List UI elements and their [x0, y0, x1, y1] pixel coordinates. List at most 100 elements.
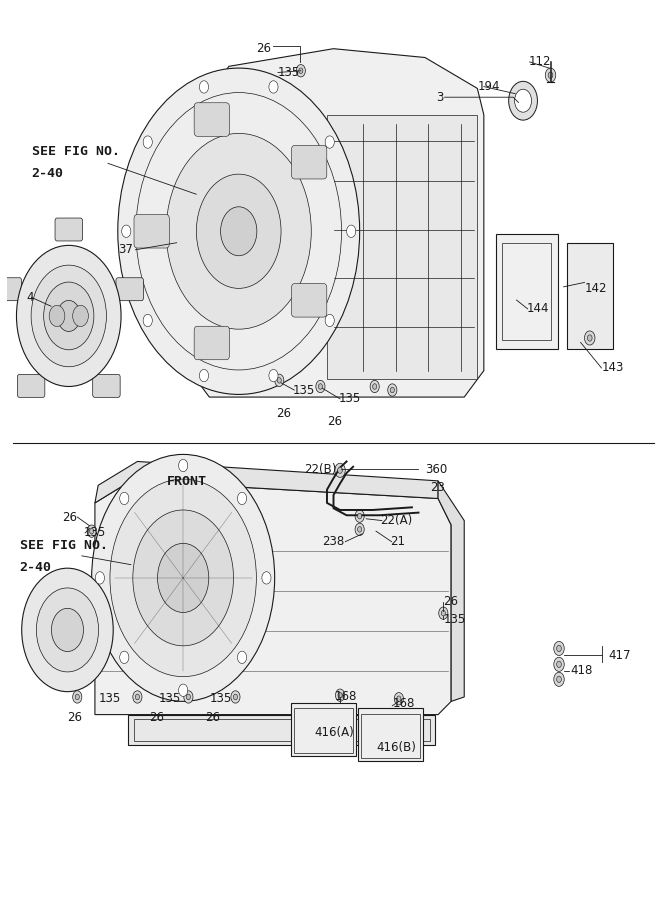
Text: 37: 37 [118, 243, 133, 256]
Circle shape [31, 266, 107, 366]
Circle shape [166, 133, 311, 329]
Circle shape [73, 691, 82, 703]
Text: 21: 21 [390, 536, 406, 548]
Circle shape [442, 610, 446, 616]
Circle shape [221, 207, 257, 256]
Circle shape [199, 369, 209, 382]
Circle shape [355, 510, 364, 522]
Circle shape [548, 72, 553, 78]
Text: 416(A): 416(A) [314, 725, 354, 739]
Circle shape [347, 225, 356, 238]
Text: 135: 135 [293, 383, 315, 397]
Circle shape [338, 692, 342, 698]
FancyBboxPatch shape [194, 103, 229, 136]
Text: 144: 144 [526, 302, 549, 315]
Circle shape [184, 691, 193, 703]
Circle shape [557, 662, 562, 668]
Circle shape [231, 691, 240, 703]
Text: 2-40: 2-40 [20, 561, 52, 574]
Circle shape [358, 526, 362, 532]
Circle shape [514, 89, 532, 112]
Text: 26: 26 [444, 595, 458, 608]
FancyBboxPatch shape [194, 326, 229, 360]
FancyBboxPatch shape [116, 278, 143, 301]
Circle shape [439, 607, 448, 619]
Circle shape [91, 454, 275, 701]
Polygon shape [193, 49, 484, 397]
Text: 135: 135 [209, 692, 231, 706]
Circle shape [135, 694, 139, 699]
Text: 3: 3 [436, 91, 444, 104]
Circle shape [296, 65, 305, 76]
Circle shape [275, 374, 284, 386]
Text: 416(B): 416(B) [376, 741, 416, 753]
Circle shape [370, 381, 380, 392]
Text: 4: 4 [26, 291, 34, 304]
FancyBboxPatch shape [496, 234, 558, 348]
Text: 135: 135 [339, 392, 361, 405]
Text: 26: 26 [256, 42, 271, 55]
Circle shape [325, 314, 334, 327]
FancyBboxPatch shape [17, 374, 45, 397]
Circle shape [186, 694, 191, 699]
Circle shape [199, 81, 209, 93]
Circle shape [143, 136, 152, 149]
FancyBboxPatch shape [134, 214, 169, 248]
Polygon shape [327, 115, 478, 380]
Circle shape [277, 377, 281, 383]
Circle shape [179, 459, 187, 472]
Text: 168: 168 [393, 697, 416, 709]
Circle shape [557, 676, 562, 682]
Text: 168: 168 [335, 690, 358, 704]
Circle shape [325, 136, 334, 149]
Text: 26: 26 [67, 711, 83, 724]
Text: 135: 135 [98, 692, 121, 706]
Text: 238: 238 [321, 536, 344, 548]
Text: 26: 26 [149, 711, 164, 724]
Circle shape [121, 225, 131, 238]
Circle shape [118, 68, 360, 394]
Circle shape [133, 691, 142, 703]
Circle shape [584, 331, 595, 345]
Circle shape [397, 696, 401, 701]
Circle shape [95, 572, 105, 584]
Circle shape [237, 652, 247, 663]
Circle shape [73, 305, 88, 327]
Polygon shape [95, 481, 451, 715]
Text: FRONT: FRONT [167, 475, 207, 489]
Text: SEE FIG NO.: SEE FIG NO. [31, 146, 119, 158]
Circle shape [509, 81, 538, 120]
Circle shape [335, 464, 346, 477]
Circle shape [262, 572, 271, 584]
Text: 2-40: 2-40 [31, 167, 63, 180]
Polygon shape [95, 462, 438, 503]
Circle shape [119, 492, 129, 505]
FancyBboxPatch shape [291, 284, 327, 317]
Text: 143: 143 [602, 362, 624, 374]
Circle shape [269, 81, 278, 93]
Text: 360: 360 [425, 463, 448, 476]
Circle shape [358, 513, 362, 519]
FancyBboxPatch shape [567, 243, 612, 348]
Text: 26: 26 [276, 408, 291, 420]
Circle shape [143, 314, 152, 327]
Circle shape [388, 383, 397, 396]
Circle shape [89, 528, 93, 534]
Circle shape [318, 383, 322, 390]
Text: 135: 135 [278, 66, 300, 79]
Circle shape [588, 335, 592, 341]
Circle shape [373, 383, 377, 390]
Circle shape [394, 693, 404, 705]
Circle shape [133, 510, 233, 646]
Circle shape [51, 608, 83, 652]
Text: 135: 135 [84, 526, 106, 539]
Circle shape [316, 381, 325, 392]
Text: 112: 112 [528, 56, 551, 68]
Polygon shape [438, 481, 464, 701]
Text: 142: 142 [584, 282, 607, 295]
Text: SEE FIG NO.: SEE FIG NO. [20, 539, 108, 552]
Circle shape [43, 282, 94, 350]
Circle shape [57, 301, 80, 331]
Text: 22(A): 22(A) [381, 514, 413, 527]
Circle shape [87, 525, 96, 537]
